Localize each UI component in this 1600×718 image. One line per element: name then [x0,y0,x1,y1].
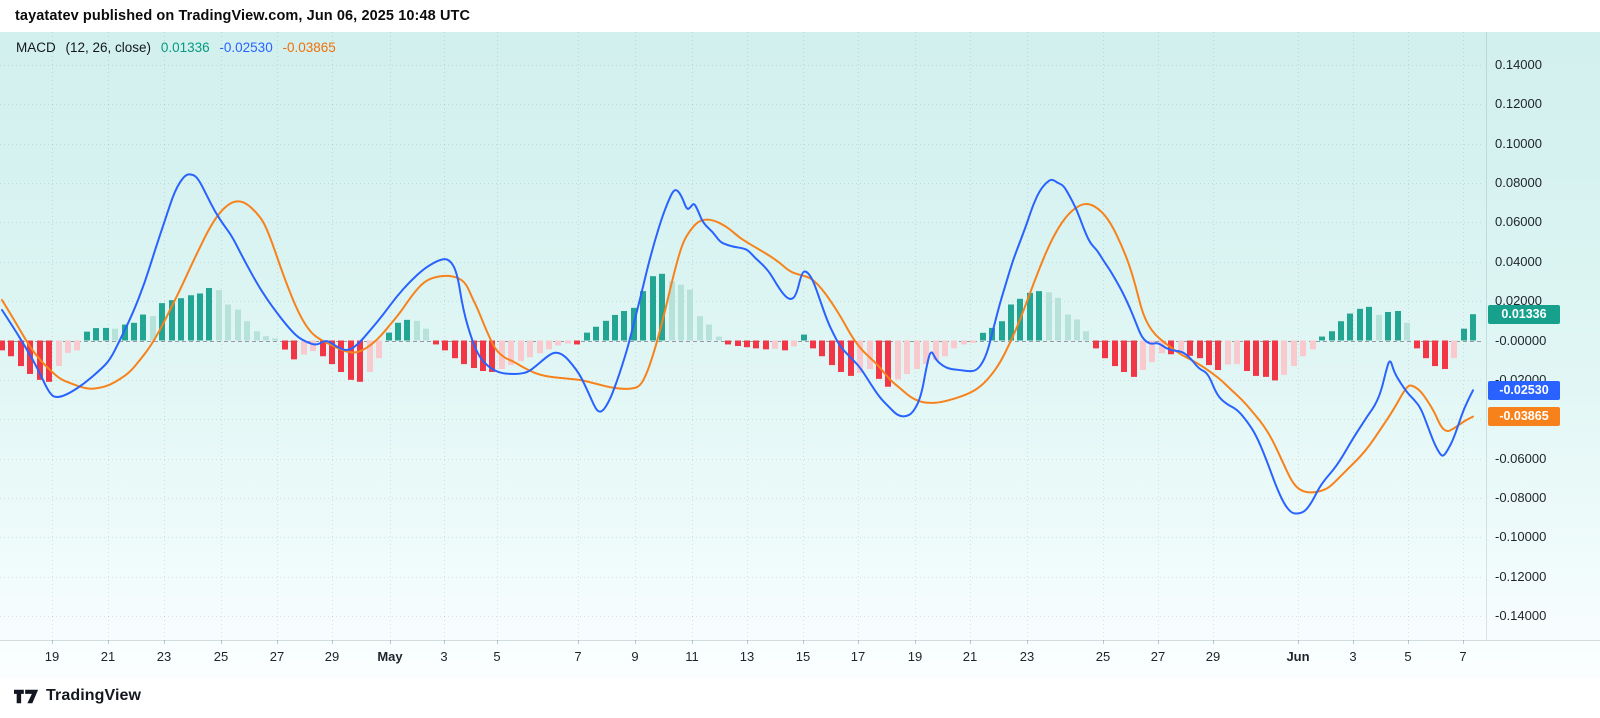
time-axis-tick-mark [277,640,278,644]
price-axis-label: -0.00000 [1495,332,1547,348]
price-axis-label: 0.10000 [1495,135,1542,151]
price-axis-value-badge: 0.01336 [1488,304,1560,324]
time-axis-label: 7 [1459,649,1467,664]
time-axis-tick-mark [635,640,636,644]
indicator-histogram-value: 0.01336 [160,40,210,55]
time-axis-label: 19 [44,649,60,664]
time-axis-tick-mark [444,640,445,644]
price-axis-label: 0.12000 [1495,96,1542,112]
time-axis-separator [0,640,1600,641]
indicator-macd-value: -0.02530 [219,40,273,55]
price-axis-label: 0.02000 [1495,293,1542,309]
time-axis-label: 21 [100,649,116,664]
price-axis-value-badge: -0.03865 [1488,407,1560,427]
price-axis-label: -0.08000 [1495,489,1547,505]
price-axis-label: 0.04000 [1495,253,1542,269]
time-axis-label: 27 [1150,649,1166,664]
time-axis[interactable]: 19 21 23 25 27 29 May 3 5 7 9 11 13 15 17 19 21 23 25 27 29 J… [0,640,1486,678]
indicator-legend[interactable]: MACD (12, 26, close) 0.01336 -0.02530 -0… [16,40,342,58]
indicator-signal-value: -0.03865 [282,40,336,55]
time-axis-label: 3 [440,649,448,664]
tradingview-icon [14,689,39,704]
price-axis[interactable]: 0.14000 0.12000 0.10000 0.08000 0.06000 0.040… [1486,32,1600,640]
time-axis-tick-mark [1298,640,1299,644]
time-axis-tick-mark [221,640,222,644]
time-axis-label: 29 [1205,649,1221,664]
time-axis-tick-mark [1103,640,1104,644]
time-axis-tick-mark [332,640,333,644]
time-axis-tick-mark [390,640,391,644]
time-axis-label: 29 [324,649,340,664]
price-axis-label: 0.08000 [1495,175,1542,191]
time-axis-label: 7 [574,649,582,664]
time-axis-tick-mark [497,640,498,644]
time-axis-label: 25 [213,649,229,664]
time-axis-tick-mark [164,640,165,644]
price-axis-value-badge: -0.02530 [1488,380,1560,400]
time-axis-label: 11 [685,649,699,664]
time-axis-tick-mark [803,640,804,644]
time-axis-label: 23 [156,649,172,664]
time-axis-tick-mark [915,640,916,644]
time-axis-tick-mark [970,640,971,644]
price-axis-label: -0.12000 [1495,568,1547,584]
brand-name: TradingView [46,687,142,704]
time-axis-tick-mark [1213,640,1214,644]
time-axis-label: 3 [1349,649,1357,664]
time-axis-tick-mark [52,640,53,644]
price-axis-label: 0.06000 [1495,214,1542,230]
indicator-params: (12, 26, close) [65,40,152,55]
attribution-text: tayatatev published on TradingView.com, … [15,8,471,24]
time-axis-tick-mark [858,640,859,644]
time-axis-tick-mark [747,640,748,644]
time-axis-label: 5 [1404,649,1412,664]
time-axis-label: 13 [739,649,755,664]
time-axis-tick-mark [1158,640,1159,644]
time-axis-label: 21 [962,649,978,664]
time-axis-tick-mark [1353,640,1354,644]
time-axis-tick-mark [578,640,579,644]
time-axis-label: 27 [269,649,285,664]
time-axis-label: 15 [795,649,811,664]
time-axis-label: 23 [1019,649,1035,664]
time-axis-tick-mark [1408,640,1409,644]
time-axis-label: 17 [850,649,866,664]
time-axis-label: 5 [493,649,501,664]
time-axis-tick-mark [1463,640,1464,644]
indicator-name[interactable]: MACD [16,40,56,55]
time-axis-tick-mark [108,640,109,644]
price-axis-label: -0.06000 [1495,450,1547,466]
macd-plot-area[interactable] [0,32,1484,640]
tradingview-logo-link[interactable]: TradingView [14,684,141,708]
time-axis-tick-mark [692,640,693,644]
price-axis-label: 0.14000 [1495,57,1542,73]
time-axis-label: 9 [631,649,639,664]
price-axis-label: -0.14000 [1495,607,1547,623]
time-axis-label: 19 [907,649,923,664]
time-axis-label: May [377,649,403,664]
price-axis-label: -0.10000 [1495,529,1547,545]
time-axis-label: 25 [1095,649,1111,664]
time-axis-tick-mark [1027,640,1028,644]
time-axis-label: Jun [1286,649,1310,664]
